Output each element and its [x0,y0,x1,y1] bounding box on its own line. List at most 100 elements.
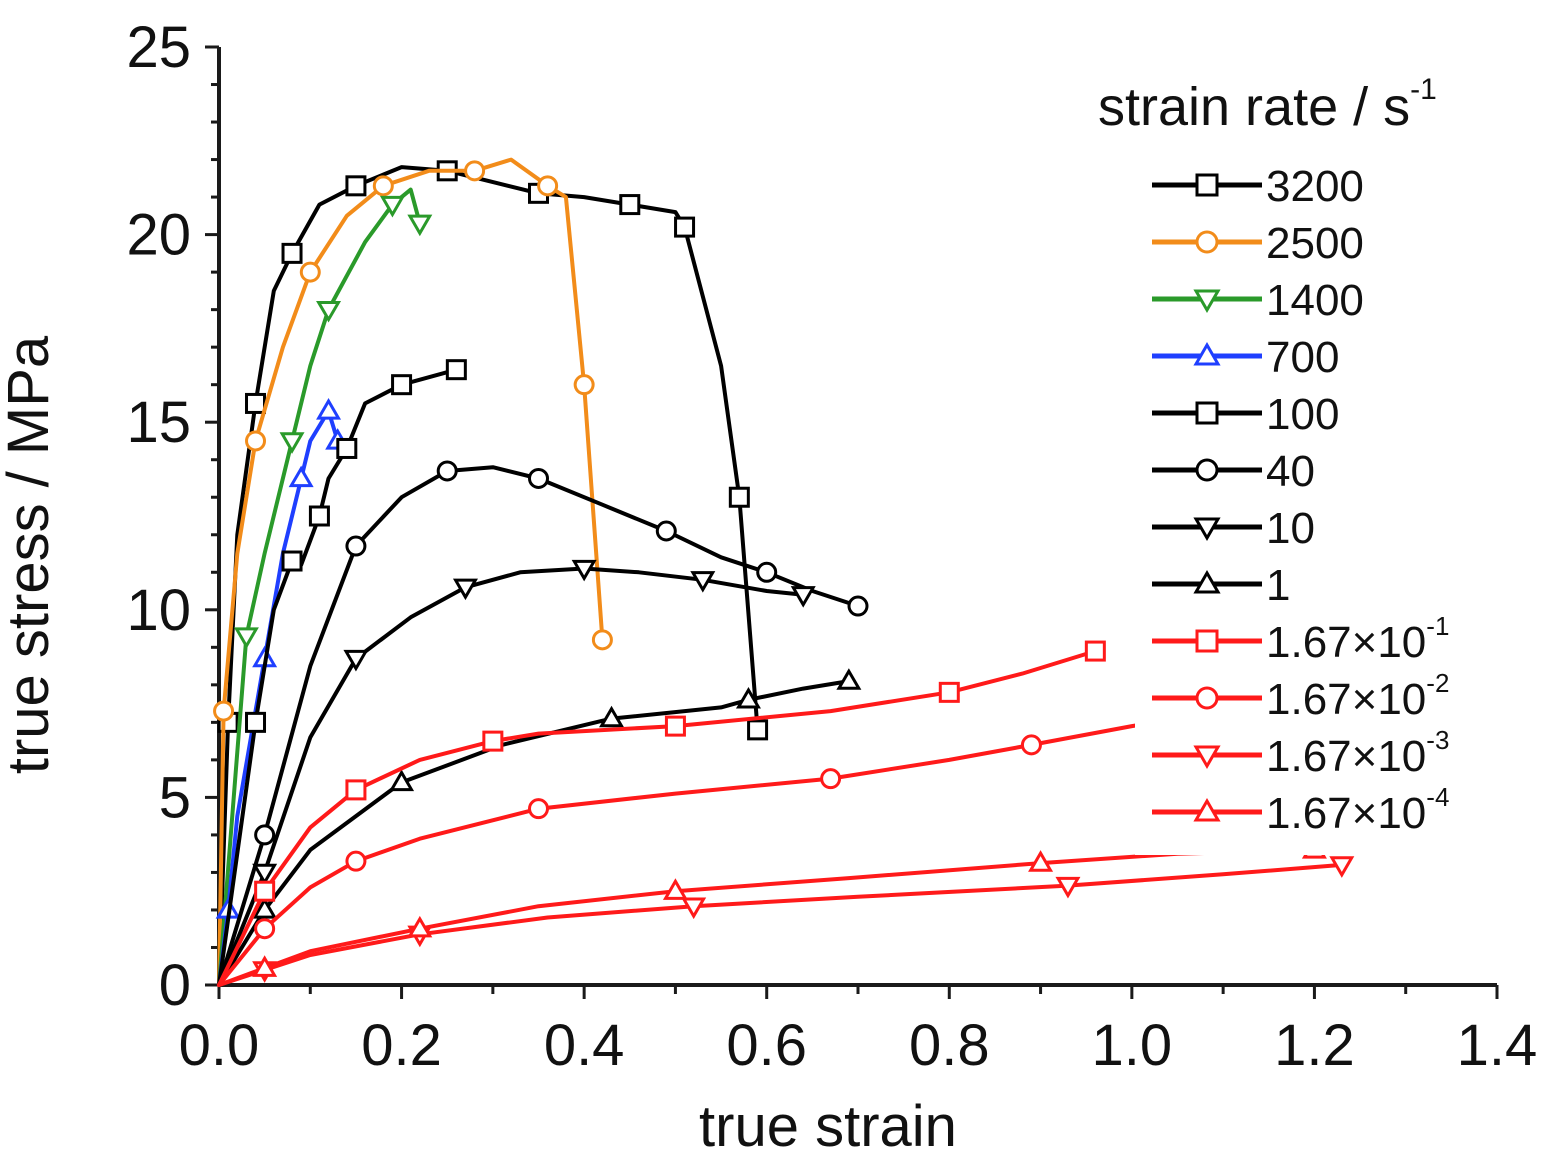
series-6 [217,559,816,987]
series-line [217,649,1098,987]
data-point [254,824,276,846]
data-point [281,242,303,264]
y-tick-label: 15 [126,390,191,455]
data-point [252,955,278,977]
legend-label: 40 [1266,447,1315,496]
data-point [619,194,641,216]
legend-label: 2500 [1266,219,1364,268]
legend-marker [1193,745,1221,769]
legend: strain rate / s-1 3200 2500 1400 700 100 40 10 1… [1098,73,1495,855]
data-point [690,571,716,593]
x-tick-label: 0.2 [361,1013,442,1078]
data-point [288,465,314,488]
legend-label: 1 [1266,561,1290,610]
x-axis-title: true strain [699,1094,957,1149]
y-tick-label: 5 [159,765,191,830]
series-9 [217,700,1234,987]
legend-label: 1400 [1266,276,1364,325]
data-point [847,595,869,617]
axes: 0.0 0.2 0.4 0.6 0.8 1.0 1.2 1.4 0 5 10 15 20 25 [126,15,1537,1078]
data-point [372,175,394,197]
legend-item: 1.67×10-1 [1152,611,1449,667]
legend-label: 3200 [1266,162,1364,211]
y-tick-label: 25 [126,15,191,80]
data-point [599,705,625,728]
data-point [345,175,367,197]
series-3 [215,398,351,987]
legend-marker [1193,342,1221,366]
data-point [528,467,549,489]
data-point [245,711,267,733]
data-point [756,561,778,583]
data-point [528,798,549,820]
data-point [1329,856,1355,878]
legend-label: 10 [1266,504,1315,553]
legend-marker [1193,517,1221,541]
data-point [252,897,278,919]
legend-item: 1.67×10-3 [1152,725,1449,781]
data-point [464,160,486,182]
y-axis-title: true stress / MPa [0,335,61,774]
data-point [279,432,305,454]
data-point [252,863,278,886]
legend-marker [1195,458,1219,482]
legend-marker [1193,289,1221,313]
data-point [728,486,750,508]
data-point [213,700,235,722]
data-point [790,586,816,608]
legend-marker [1195,230,1219,254]
data-point [379,195,405,218]
data-point [747,719,769,741]
series-10 [217,856,1355,987]
data-point [316,300,342,323]
data-point [343,649,369,672]
series-5 [217,460,869,987]
data-point [735,686,761,709]
legend-label: 700 [1266,333,1339,382]
data-point [938,681,960,703]
legend-label: 1.67×10-2 [1266,668,1449,724]
y-tick-label: 0 [159,953,191,1018]
data-point [345,779,367,801]
legend-label: 100 [1266,390,1339,439]
legend-label: 1.67×10-3 [1266,725,1449,781]
legend-item: 10 [1152,504,1315,553]
data-point [389,769,415,792]
series-2 [217,187,433,987]
data-point [664,715,686,737]
data-point [336,437,358,459]
data-point [391,374,413,396]
data-point [591,629,613,651]
legend-item: 2500 [1152,219,1364,268]
y-tick-label: 20 [126,203,191,268]
legend-item: 700 [1152,333,1339,382]
legend-item: 100 [1152,390,1339,439]
data-point [452,578,478,601]
data-point [407,915,433,938]
data-point [573,374,595,396]
x-tick-label: 0.6 [726,1013,807,1078]
y-tick-label: 10 [126,578,191,643]
legend-marker [1193,570,1221,594]
data-point [482,730,504,752]
series-line [217,566,806,987]
legend-marker [1195,629,1219,653]
series-1 [213,157,613,987]
data-point [407,214,433,237]
x-tick-label: 0.0 [179,1013,260,1078]
legend-item: 1.67×10-4 [1152,782,1449,838]
series-11 [217,837,1327,987]
legend-item: 3200 [1152,162,1364,211]
series-8 [217,640,1106,987]
data-point [281,550,303,572]
data-point [233,627,259,649]
series-4 [217,359,467,987]
data-point [308,505,330,527]
data-point [1084,640,1106,662]
legend-title: strain rate / s-1 [1098,73,1437,137]
x-tick-label: 1.0 [1092,1013,1173,1078]
series-line [217,709,1226,987]
series-line [217,847,1317,987]
